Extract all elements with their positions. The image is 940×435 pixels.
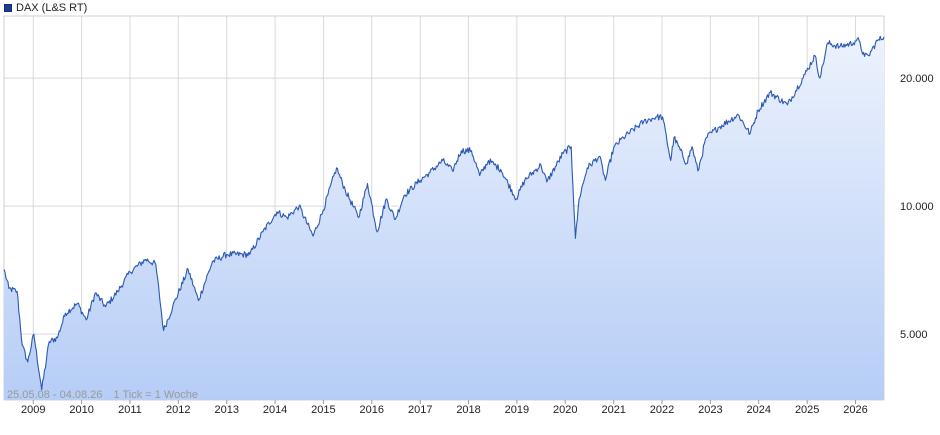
x-axis: 2009 2010 2011 2012 2013 2014 2015 2016 2017 2018… [21,400,868,416]
x-tick-label: 2011 [118,404,142,416]
legend-label: DAX (L&S RT) [16,2,88,14]
x-tick-label: 2020 [553,404,577,416]
x-tick-label: 2024 [746,404,770,416]
x-tick-label: 2014 [263,404,287,416]
x-tick-label: 2015 [311,404,335,416]
x-tick-label: 2018 [456,404,480,416]
x-tick-label: 2021 [601,404,625,416]
y-tick-label: 5.000 [900,329,928,341]
x-tick-label: 2016 [360,404,384,416]
legend-swatch [4,4,12,12]
x-tick-label: 2019 [505,404,529,416]
x-tick-label: 2026 [843,404,867,416]
series-area [4,36,884,401]
x-tick-label: 2025 [795,404,819,416]
y-axis: 5.000 10.000 20.000 [900,73,934,341]
y-tick-label: 10.000 [900,201,934,213]
x-tick-label: 2022 [650,404,674,416]
y-tick-label: 20.000 [900,73,934,85]
x-tick-label: 2017 [408,404,432,416]
x-tick-label: 2013 [215,404,239,416]
x-tick-label: 2012 [166,404,190,416]
x-tick-label: 2010 [69,404,93,416]
legend: DAX (L&S RT) [4,1,87,15]
series-line [3,35,885,391]
tick-interval-label: 1 Tick = 1 Woche [113,389,198,401]
chart-info: 25.05.08 - 04.08.26 1 Tick = 1 Woche [7,389,206,401]
x-tick-label: 2023 [698,404,722,416]
x-tick-label: 2009 [21,404,45,416]
date-range-label: 25.05.08 - 04.08.26 [7,389,103,401]
